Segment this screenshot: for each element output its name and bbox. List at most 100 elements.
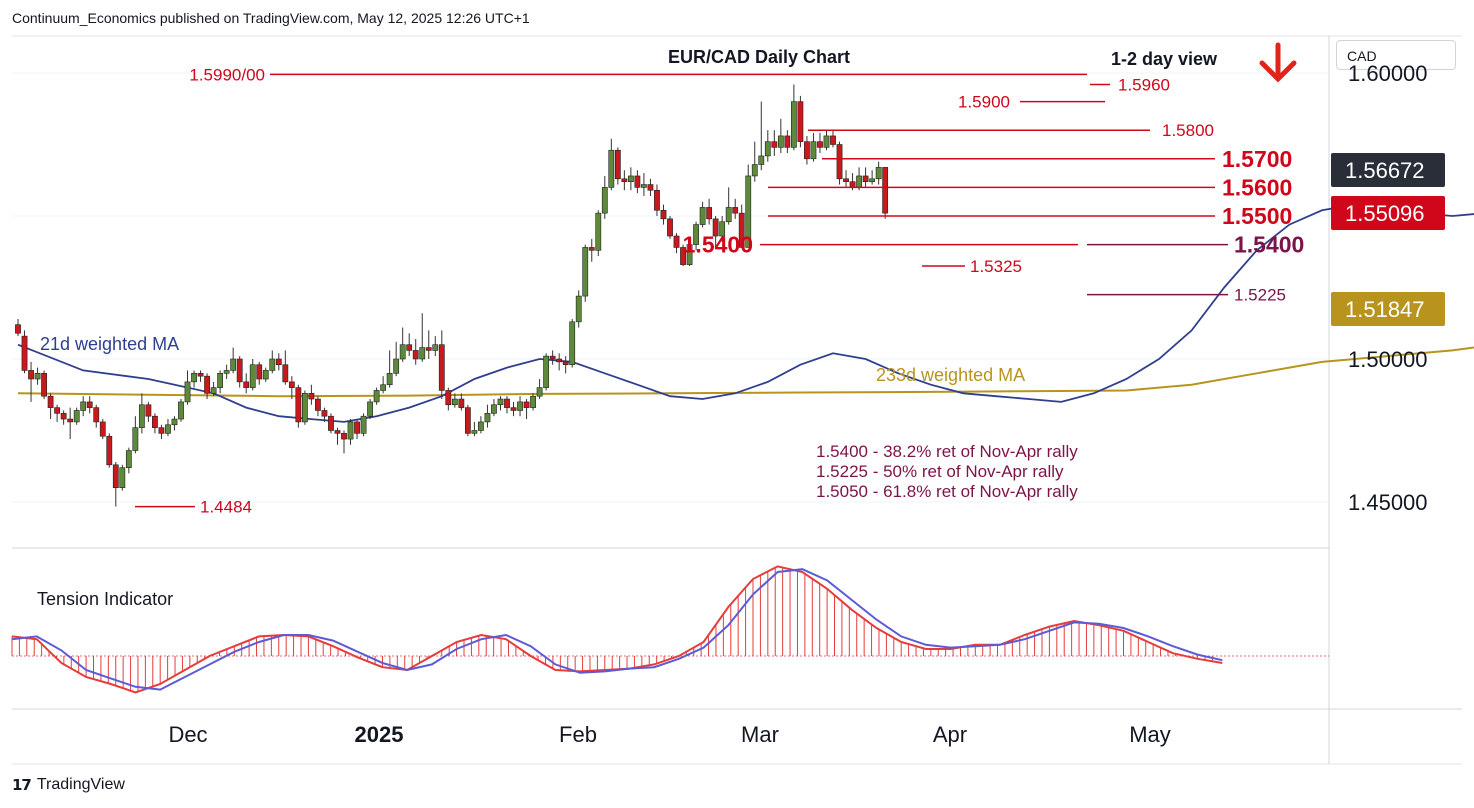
level-label: 1.5600 bbox=[1222, 174, 1292, 200]
candle-body bbox=[106, 435, 113, 466]
candle-body bbox=[399, 344, 406, 360]
candle-body bbox=[99, 421, 106, 437]
candle-body bbox=[712, 218, 719, 237]
candle-body bbox=[875, 167, 882, 180]
candle-body bbox=[751, 164, 758, 177]
candle-body bbox=[621, 178, 628, 182]
price-tick-label: 1.50000 bbox=[1348, 347, 1428, 372]
time-tick-label: Mar bbox=[741, 722, 779, 747]
candle-body bbox=[236, 358, 243, 383]
candle-body bbox=[784, 135, 791, 148]
candle-body bbox=[217, 372, 224, 388]
time-tick-label: Apr bbox=[933, 722, 967, 747]
price-tag-value: 1.56672 bbox=[1345, 158, 1425, 183]
candle-body bbox=[549, 355, 556, 360]
candle-body bbox=[817, 141, 823, 148]
price-tag-box bbox=[1331, 153, 1445, 187]
candle-body bbox=[882, 167, 889, 214]
candle-body bbox=[543, 355, 550, 388]
candle-body bbox=[706, 207, 713, 220]
candle-body bbox=[471, 430, 478, 434]
candle-body bbox=[530, 395, 536, 408]
candle-body bbox=[132, 427, 139, 451]
candle-body bbox=[601, 187, 608, 214]
candle-body bbox=[491, 404, 497, 414]
price-tag-value: 1.55096 bbox=[1345, 201, 1425, 226]
tension-indicator: Tension Indicator bbox=[11, 565, 1329, 694]
currency-selector[interactable]: CAD bbox=[1336, 40, 1456, 70]
candle-body bbox=[425, 347, 432, 351]
candle-body bbox=[764, 141, 771, 157]
candle-body bbox=[367, 401, 373, 417]
candle-body bbox=[458, 398, 465, 408]
candle-body bbox=[360, 415, 367, 434]
candle-body bbox=[165, 424, 171, 434]
chart-title: EUR/CAD Daily Chart bbox=[668, 47, 850, 67]
level-label: 1.5325 bbox=[970, 257, 1022, 276]
candle-body bbox=[28, 370, 34, 380]
level-label: 1.5800 bbox=[1162, 121, 1214, 140]
fib-annotation: 1.5225 - 50% ret of Nov-Apr rally bbox=[816, 462, 1064, 481]
candle-body bbox=[745, 175, 752, 248]
candle-body bbox=[856, 175, 862, 188]
candle-body bbox=[249, 364, 256, 388]
level-label: 1.5400 bbox=[683, 232, 753, 258]
candle-body bbox=[158, 427, 165, 434]
candle-body bbox=[504, 398, 510, 408]
candle-body bbox=[654, 189, 660, 211]
chart-subtitle: 1-2 day view bbox=[1111, 49, 1218, 69]
candle-body bbox=[138, 404, 145, 428]
candle-body bbox=[308, 393, 315, 400]
candle-body bbox=[627, 175, 634, 182]
candle-body bbox=[191, 372, 197, 383]
wma21-line bbox=[17, 203, 1474, 423]
candle-body bbox=[171, 418, 178, 426]
candle-body bbox=[647, 184, 654, 191]
candle-body bbox=[41, 372, 47, 397]
chart-titles: EUR/CAD Daily Chart 1-2 day view bbox=[668, 42, 1297, 83]
candle-body bbox=[67, 418, 74, 423]
price-tick-label: 1.60000 bbox=[1348, 61, 1428, 86]
candle-body bbox=[797, 101, 804, 142]
candle-body bbox=[804, 141, 810, 160]
candle-body bbox=[517, 401, 523, 411]
candle-body bbox=[810, 141, 817, 160]
candle-body bbox=[230, 358, 237, 371]
candle-body bbox=[54, 407, 61, 414]
candle-body bbox=[680, 247, 686, 265]
candle-body bbox=[777, 135, 784, 148]
candle-body bbox=[178, 401, 184, 420]
level-label: 1.5500 bbox=[1222, 203, 1292, 229]
price-tag-box bbox=[1331, 292, 1445, 326]
candle-body bbox=[334, 430, 341, 434]
candle-body bbox=[197, 372, 204, 377]
time-tick-label: May bbox=[1129, 722, 1171, 747]
candle-body bbox=[849, 181, 856, 188]
candle-body bbox=[641, 184, 647, 188]
candle-body bbox=[60, 413, 67, 420]
candle-body bbox=[73, 410, 80, 423]
candle-body bbox=[523, 401, 530, 408]
candle-body bbox=[295, 387, 302, 423]
candle-body bbox=[830, 135, 836, 145]
candle-body bbox=[47, 395, 54, 408]
candle-body bbox=[464, 407, 471, 434]
fib-annotation: 1.5400 - 38.2% ret of Nov-Apr rally bbox=[816, 442, 1078, 461]
candle-body bbox=[119, 467, 126, 488]
wma21-label: 21d weighted MA bbox=[40, 334, 179, 354]
candle-body bbox=[256, 364, 263, 380]
time-tick-label: 2025 bbox=[355, 722, 404, 747]
candle-body bbox=[184, 381, 191, 403]
candle-body bbox=[608, 149, 615, 188]
candle-body bbox=[341, 433, 347, 440]
time-tick-label: Feb bbox=[559, 722, 597, 747]
candle-body bbox=[347, 421, 354, 440]
candle-body bbox=[719, 221, 726, 237]
candle-body bbox=[575, 295, 582, 323]
retracement-label: 1.5400 bbox=[1234, 232, 1304, 258]
candle-body bbox=[790, 101, 797, 148]
candle-body bbox=[582, 247, 589, 297]
candle-body bbox=[843, 178, 849, 182]
candle-body bbox=[210, 387, 217, 394]
